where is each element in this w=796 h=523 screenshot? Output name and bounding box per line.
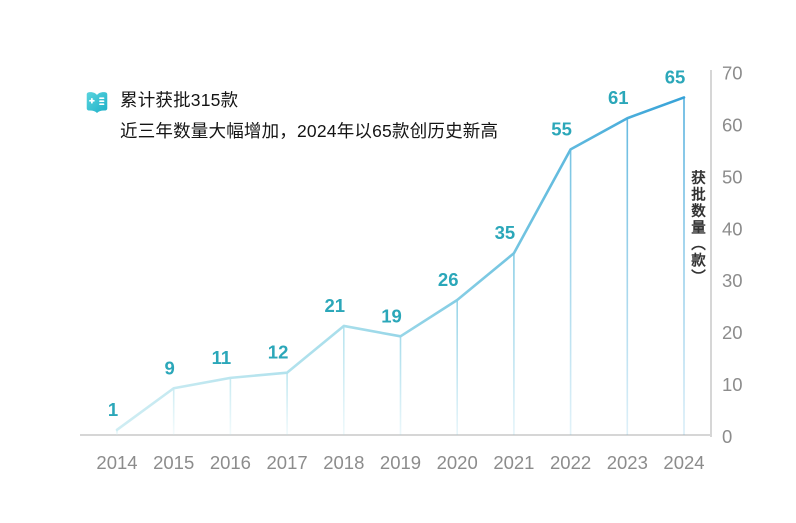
data-label: 55	[551, 118, 572, 139]
x-tick-label: 2014	[96, 452, 137, 473]
y-axis-title: 获批数量（款）	[689, 170, 705, 286]
x-tick-label: 2022	[550, 452, 591, 473]
y-tick-label: 20	[722, 322, 743, 343]
y-tick-label: 50	[722, 166, 743, 187]
data-label: 11	[212, 347, 232, 368]
chart-title-line2: 近三年数量大幅增加，2024年以65款创历史新高	[120, 121, 499, 141]
x-tick-label: 2020	[437, 452, 478, 473]
book-plus-icon	[86, 92, 108, 113]
data-label: 1	[108, 399, 118, 420]
x-tick-label: 2021	[493, 452, 534, 473]
data-label: 61	[608, 87, 629, 108]
data-label: 12	[268, 342, 289, 363]
trend-line	[115, 96, 686, 432]
x-tick-label: 2018	[323, 452, 364, 473]
y-tick-label: 10	[722, 374, 743, 395]
data-label: 21	[325, 295, 346, 316]
x-tick-label: 2023	[607, 452, 648, 473]
x-tick-label: 2019	[380, 452, 421, 473]
y-tick-label: 0	[722, 426, 732, 447]
y-tick-label: 70	[722, 62, 743, 83]
y-tick-label: 40	[722, 218, 743, 239]
data-label: 65	[665, 66, 686, 87]
data-label: 26	[438, 269, 459, 290]
x-tick-label: 2016	[210, 452, 251, 473]
data-label: 9	[165, 357, 175, 378]
y-tick-label: 30	[722, 270, 743, 291]
chart-header: 累计获批315款 近三年数量大幅增加，2024年以65款创历史新高	[83, 85, 498, 147]
data-label: 19	[381, 305, 402, 326]
y-tick-label: 60	[722, 114, 743, 135]
data-label: 35	[495, 222, 516, 243]
x-tick-label: 2024	[663, 452, 704, 473]
x-tick-label: 2015	[153, 452, 194, 473]
chart-title-line1: 累计获批315款	[120, 90, 239, 110]
chart-title-block: 累计获批315款 近三年数量大幅增加，2024年以65款创历史新高	[120, 85, 498, 147]
x-tick-label: 2017	[267, 452, 308, 473]
